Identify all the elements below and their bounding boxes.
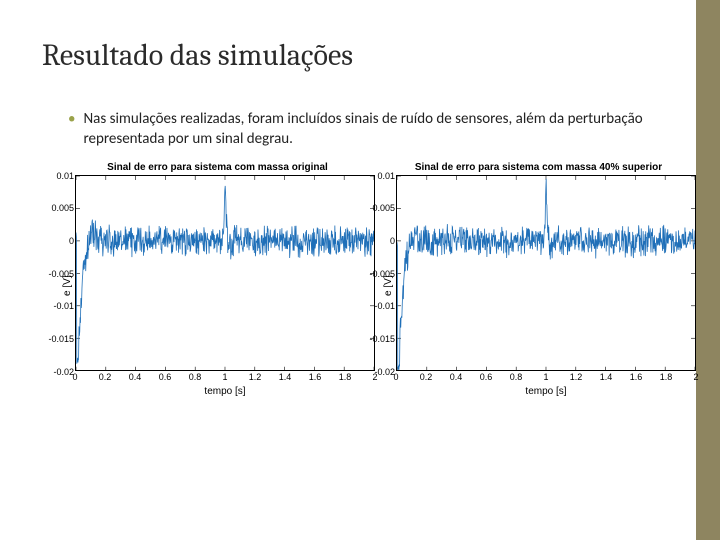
ytick-label: 0.005	[372, 203, 395, 213]
ytick-label: -0.02	[53, 367, 74, 377]
xtick-label: 1.6	[630, 372, 643, 382]
chart-left: Sinal de erro para sistema com massa ori…	[60, 162, 375, 397]
ytick-label: 0.01	[56, 171, 74, 181]
bullet-text: Nas simulações realizadas, foram incluíd…	[83, 109, 678, 150]
xtick-label: 1.8	[660, 372, 673, 382]
ytick-label: -0.01	[53, 301, 74, 311]
xtick-label: 0	[72, 372, 77, 382]
xtick-label: 1.4	[600, 372, 613, 382]
ytick-label: 0	[69, 236, 74, 246]
xtick-label: 1	[543, 372, 548, 382]
xtick-label: 0.2	[420, 372, 433, 382]
chart-left-xlabel: tempo [s]	[75, 386, 375, 397]
ytick-label: 0.005	[51, 203, 74, 213]
xtick-label: 0.4	[129, 372, 142, 382]
xtick-label: 0.4	[450, 372, 463, 382]
bullet-marker: •	[68, 109, 75, 150]
chart-right-plot: -0.02-0.015-0.01-0.00500.0050.01	[396, 175, 696, 371]
ytick-label: 0.01	[377, 171, 395, 181]
xtick-label: 0.6	[480, 372, 493, 382]
xtick-label: 1.8	[339, 372, 352, 382]
xtick-label: 0.8	[510, 372, 523, 382]
slide-content: Resultado das simulações • Nas simulaçõe…	[0, 0, 720, 397]
xtick-label: 2	[693, 372, 698, 382]
ytick-label: -0.01	[374, 301, 395, 311]
chart-right-title: Sinal de erro para sistema com massa 40%…	[381, 162, 696, 173]
chart-left-title: Sinal de erro para sistema com massa ori…	[60, 162, 375, 173]
ytick-label: -0.005	[369, 269, 395, 279]
ytick-label: -0.015	[48, 334, 74, 344]
xtick-label: 0	[393, 372, 398, 382]
ytick-label: -0.015	[369, 334, 395, 344]
slide-sidebar	[696, 0, 720, 540]
xtick-label: 0.6	[159, 372, 172, 382]
xtick-label: 0.8	[189, 372, 202, 382]
xtick-label: 1.2	[570, 372, 583, 382]
xtick-label: 0.2	[99, 372, 112, 382]
slide-title: Resultado das simulações	[42, 38, 678, 73]
xtick-label: 1.2	[249, 372, 262, 382]
xtick-label: 1	[222, 372, 227, 382]
chart-right-xlabel: tempo [s]	[396, 386, 696, 397]
ytick-label: -0.005	[48, 269, 74, 279]
ytick-label: 0	[390, 236, 395, 246]
bullet-item: • Nas simulações realizadas, foram inclu…	[68, 109, 678, 150]
chart-right: Sinal de erro para sistema com massa 40%…	[381, 162, 696, 397]
xtick-label: 1.4	[279, 372, 292, 382]
charts-row: Sinal de erro para sistema com massa ori…	[42, 162, 678, 397]
bullet-list: • Nas simulações realizadas, foram inclu…	[42, 109, 678, 150]
xtick-label: 1.6	[309, 372, 322, 382]
chart-left-plot: -0.02-0.015-0.01-0.00500.0050.01	[75, 175, 375, 371]
ytick-label: -0.02	[374, 367, 395, 377]
